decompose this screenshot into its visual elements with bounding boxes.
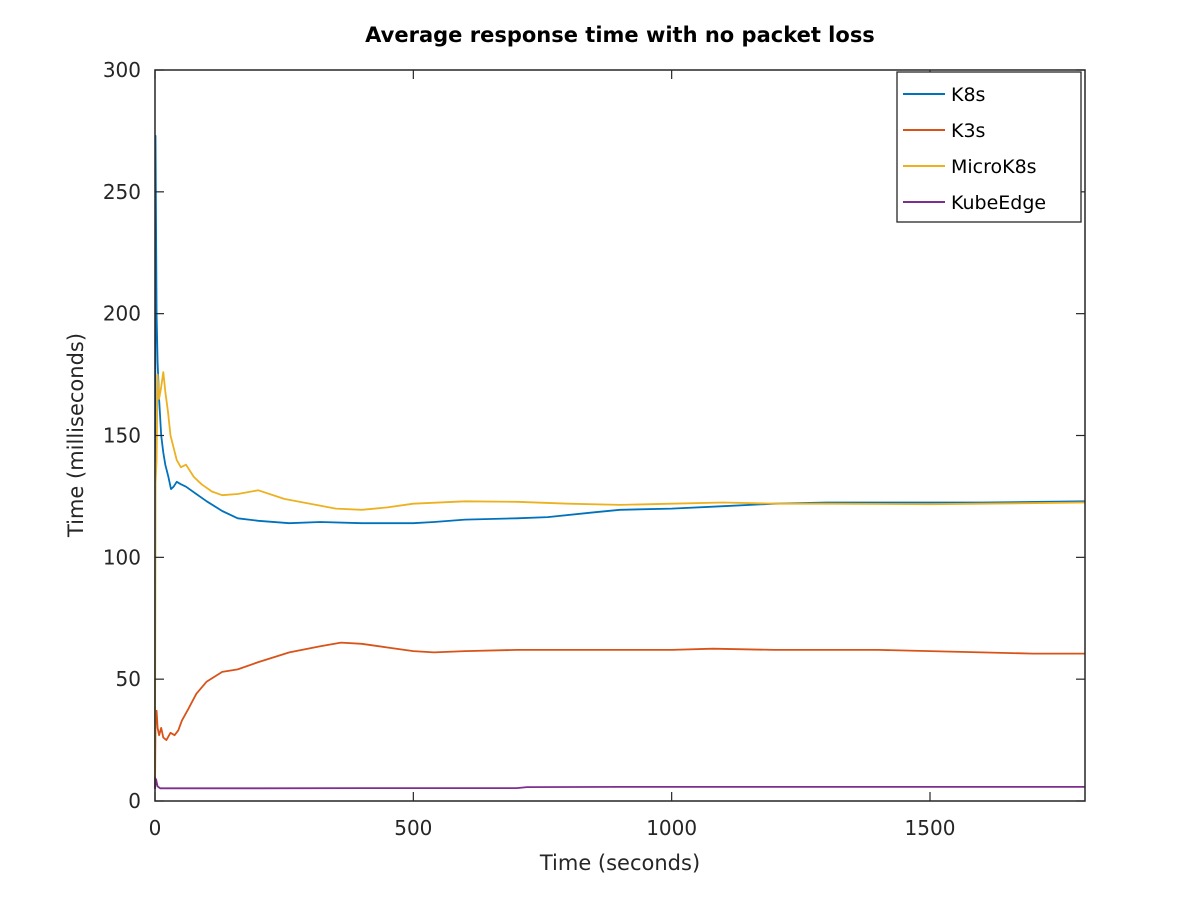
series-line-k8s [154,134,1086,789]
legend: K8s K3s MicroK8s KubeEdge [896,71,1082,223]
legend-entry-label: KubeEdge [951,192,1046,214]
x-axis-label: Time (seconds) [539,851,700,875]
y-tick-label: 150 [103,424,141,448]
x-tick-label: 1000 [646,816,697,840]
x-tick-label: 1500 [905,816,956,840]
legend-entry-label: MicroK8s [951,156,1037,178]
y-tick-label: 0 [128,789,141,813]
y-axis-label: Time (milliseconds) [64,333,88,538]
series-layer [154,134,1086,790]
y-tick-label: 50 [116,667,141,691]
series-line-k3s [154,641,1085,789]
ticks-layer: 0 500 1000 1500 0 50 100 150 200 250 300 [103,58,1085,840]
legend-entry-label: K3s [951,120,985,142]
plot-frame [154,69,1086,802]
series-line-kubeedge [154,778,1085,790]
y-tick-label: 300 [103,58,141,82]
legend-box [896,71,1082,223]
x-tick-label: 0 [149,816,162,840]
y-tick-label: 250 [103,180,141,204]
legend-entry-label: K8s [951,84,985,106]
series-line-microk8s [154,371,1086,777]
y-tick-label: 100 [103,545,141,569]
chart-title: Average response time with no packet los… [365,23,875,47]
x-tick-label: 500 [394,816,432,840]
y-tick-label: 200 [103,302,141,326]
